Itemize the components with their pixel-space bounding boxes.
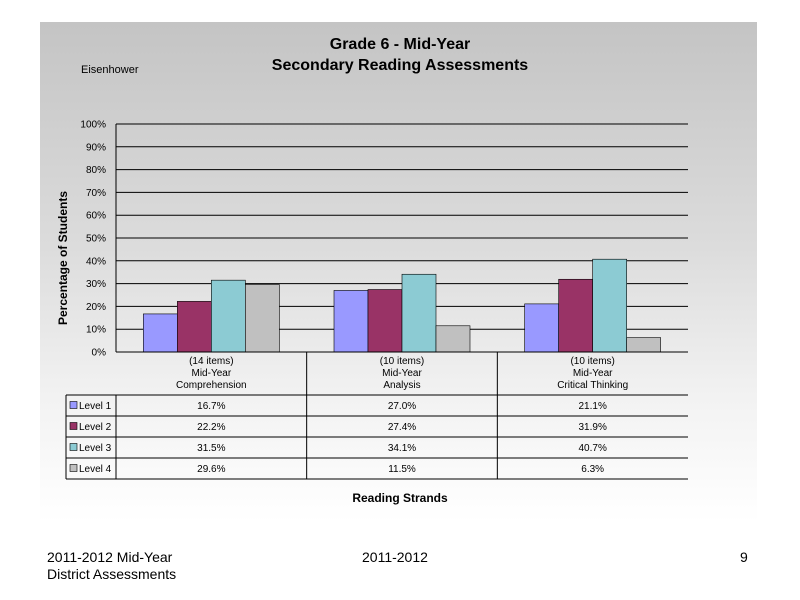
bar [211,279,246,353]
data-table-value: 27.4% [388,422,416,433]
bar [245,284,280,353]
footer-year: 2011-2012 [362,549,428,565]
legend-label: Level 2 [79,422,112,433]
category-label: Critical Thinking [557,380,628,391]
data-table-value: 27.0% [388,401,416,412]
category-label: Comprehension [176,380,247,391]
bar [367,289,403,353]
y-tick-label: 100% [80,120,106,131]
data-table-value: 34.1% [388,443,416,454]
data-table-value: 22.2% [197,422,225,433]
y-tick-label: 50% [86,234,106,245]
data-table-value: 6.3% [581,464,604,475]
category-label: Analysis [383,380,420,391]
footer-course-label: 2011-2012 Mid-Year [47,549,173,565]
y-tick-label: 0% [92,348,107,359]
bar [435,325,471,353]
y-tick-label: 40% [86,256,106,267]
y-tick-label: 10% [86,325,106,336]
category-label: Mid-Year [192,368,232,379]
y-tick-label: 20% [86,302,106,313]
chart-title: Grade 6 - Mid-Year [329,36,471,53]
bar [401,273,437,353]
y-tick-label: 30% [86,279,106,290]
legend-swatch [69,443,78,451]
school-name: Eisenhower [81,64,139,76]
bar [177,301,212,353]
category-label: Mid-Year [382,368,422,379]
data-table-value: 16.7% [197,401,225,412]
x-axis-label: Reading Strands [352,491,448,505]
y-tick-label: 60% [86,211,106,222]
bar [626,337,661,353]
category-label: (14 items) [189,356,233,367]
footer-district-label: District Assessments [47,566,177,582]
data-table-value: 31.9% [578,422,606,433]
data-table-value: 40.7% [578,443,606,454]
bar [592,258,627,353]
y-tick-label: 70% [86,188,106,199]
page-number: 9 [740,549,748,565]
legend-label: Level 1 [79,401,112,412]
category-label: (10 items) [380,356,424,367]
legend-label: Level 3 [79,443,112,454]
data-table-value: 31.5% [197,443,225,454]
legend-swatch [69,464,78,472]
data-table-value: 29.6% [197,464,225,475]
bar [524,303,559,353]
bar [143,313,178,353]
chart-subtitle: Secondary Reading Assessments [271,57,529,74]
legend-label: Level 4 [79,464,112,475]
legend-swatch [69,401,78,409]
category-label: Mid-Year [573,368,613,379]
category-label: (10 items) [570,356,614,367]
bar [558,278,593,353]
chart-panel [40,22,757,522]
y-tick-label: 80% [86,165,106,176]
y-tick-label: 90% [86,142,106,153]
bar [333,290,369,353]
data-table-value: 21.1% [578,401,606,412]
data-table-value: 11.5% [388,464,416,475]
legend-swatch [69,422,78,430]
